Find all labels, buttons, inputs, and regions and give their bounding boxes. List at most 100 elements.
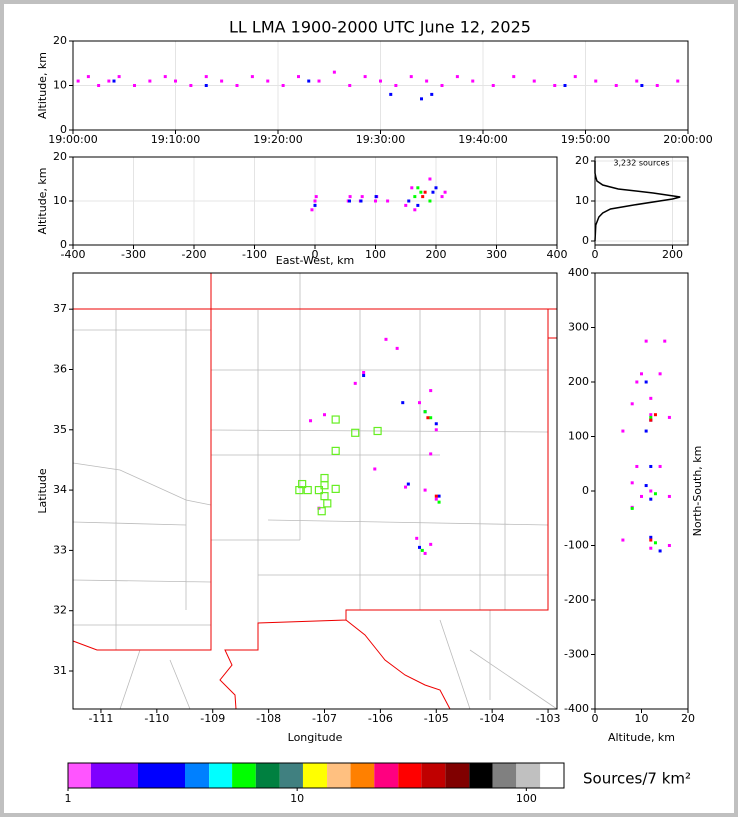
source-point: [220, 79, 224, 83]
source-point: [204, 84, 208, 87]
y-tick-label: 0: [60, 238, 67, 251]
source-point: [348, 84, 352, 87]
source-point: [491, 84, 495, 87]
source-point: [309, 419, 313, 423]
source-point: [429, 542, 433, 546]
source-point: [359, 199, 363, 203]
source-point: [404, 485, 408, 489]
color-swatch: [374, 763, 399, 788]
source-point: [374, 199, 377, 203]
source-point: [317, 79, 321, 83]
source-point: [332, 70, 336, 74]
source-point: [434, 494, 438, 498]
color-swatch: [469, 763, 493, 788]
source-point: [429, 389, 433, 393]
y-tick-label: 34: [53, 483, 67, 496]
source-point: [630, 481, 634, 485]
y-tick-label: 20: [53, 34, 67, 47]
y-tick-label: 20: [53, 150, 67, 163]
annotation: 3,232 sources: [613, 159, 669, 168]
source-point: [313, 199, 317, 203]
x-tick-label: 19:00:00: [48, 133, 97, 146]
x-tick-label: -103: [536, 712, 561, 725]
x-tick-label: 200: [662, 248, 683, 261]
source-point: [430, 92, 434, 96]
chart-title: LL LMA 1900-2000 UTC June 12, 2025: [229, 18, 531, 37]
y-tick-label: 200: [568, 375, 589, 388]
x-tick-label: 100: [365, 248, 386, 261]
map-lines: [72, 273, 558, 710]
y-tick-label: -200: [564, 593, 589, 606]
source-point: [512, 75, 516, 79]
source-point: [455, 75, 459, 79]
source-point: [640, 84, 644, 87]
source-point: [437, 494, 441, 498]
color-swatch: [445, 763, 470, 788]
x-tick-label: 19:10:00: [151, 133, 200, 146]
source-point: [635, 380, 639, 384]
source-point: [644, 484, 648, 488]
source-point: [406, 482, 410, 486]
panel: 19:00:00 19:10:00 19:20:00 19:30:00 19:40:00…: [36, 34, 713, 146]
source-point: [384, 337, 388, 341]
source-point: [423, 488, 427, 492]
source-point: [621, 538, 625, 542]
panel: -400 -300 -200 -100 0 100 200 300 400 0 10 20 East-W…: [36, 150, 568, 267]
source-point: [419, 190, 423, 194]
y-tick-label: 100: [568, 430, 589, 443]
source-point: [635, 79, 639, 83]
source-point: [420, 97, 423, 101]
x-tick-label: 19:30:00: [356, 133, 405, 146]
x-tick-label: -110: [144, 712, 169, 725]
color-swatch: [279, 763, 303, 788]
color-swatch: [91, 763, 138, 788]
source-point: [658, 372, 662, 376]
color-swatch: [185, 763, 210, 788]
source-point: [360, 195, 364, 199]
color-swatch: [492, 763, 517, 788]
y-tick-label: 35: [53, 423, 67, 436]
source-point: [649, 415, 653, 419]
source-point: [413, 208, 417, 212]
source-point: [658, 464, 662, 468]
source-point: [553, 84, 557, 87]
source-point: [313, 203, 317, 207]
source-point: [107, 79, 111, 83]
panel: 0 200 0 10 20 3,232 sources: [575, 154, 689, 261]
axes-frame: [72, 272, 558, 710]
station: [351, 428, 360, 437]
source-point: [363, 75, 367, 79]
color-swatch: [327, 763, 351, 788]
source-point: [389, 92, 393, 96]
source-point: [189, 84, 193, 87]
source-point: [418, 401, 422, 405]
source-point: [428, 199, 432, 203]
color-swatch: [68, 763, 92, 788]
source-point: [362, 374, 366, 378]
source-point: [653, 541, 657, 545]
color-swatch: [516, 763, 541, 788]
source-point: [644, 429, 648, 433]
source-point: [112, 79, 116, 83]
source-point: [644, 380, 648, 384]
panel: 0 10 20 -400 -300 -200 -100 0 100 200 300 400 Altitu…: [564, 266, 704, 744]
x-tick-label: -104: [480, 712, 505, 725]
x-tick-label: 19:40:00: [458, 133, 507, 146]
source-point: [379, 79, 382, 83]
x-tick-label: 19:20:00: [253, 133, 302, 146]
x-tick-label: 0: [312, 248, 319, 261]
color-swatch: [421, 763, 446, 788]
source-point: [404, 203, 408, 207]
source-point: [667, 415, 671, 419]
source-point: [573, 75, 577, 79]
source-point: [649, 497, 653, 501]
source-point: [148, 79, 152, 83]
x-axis-label: Longitude: [288, 731, 343, 744]
source-point: [418, 545, 422, 549]
color-swatch: [209, 763, 233, 788]
source-point: [440, 195, 444, 199]
x-tick-label: -107: [312, 712, 337, 725]
x-tick-label: 20:00:00: [663, 133, 712, 146]
source-point: [373, 467, 377, 471]
